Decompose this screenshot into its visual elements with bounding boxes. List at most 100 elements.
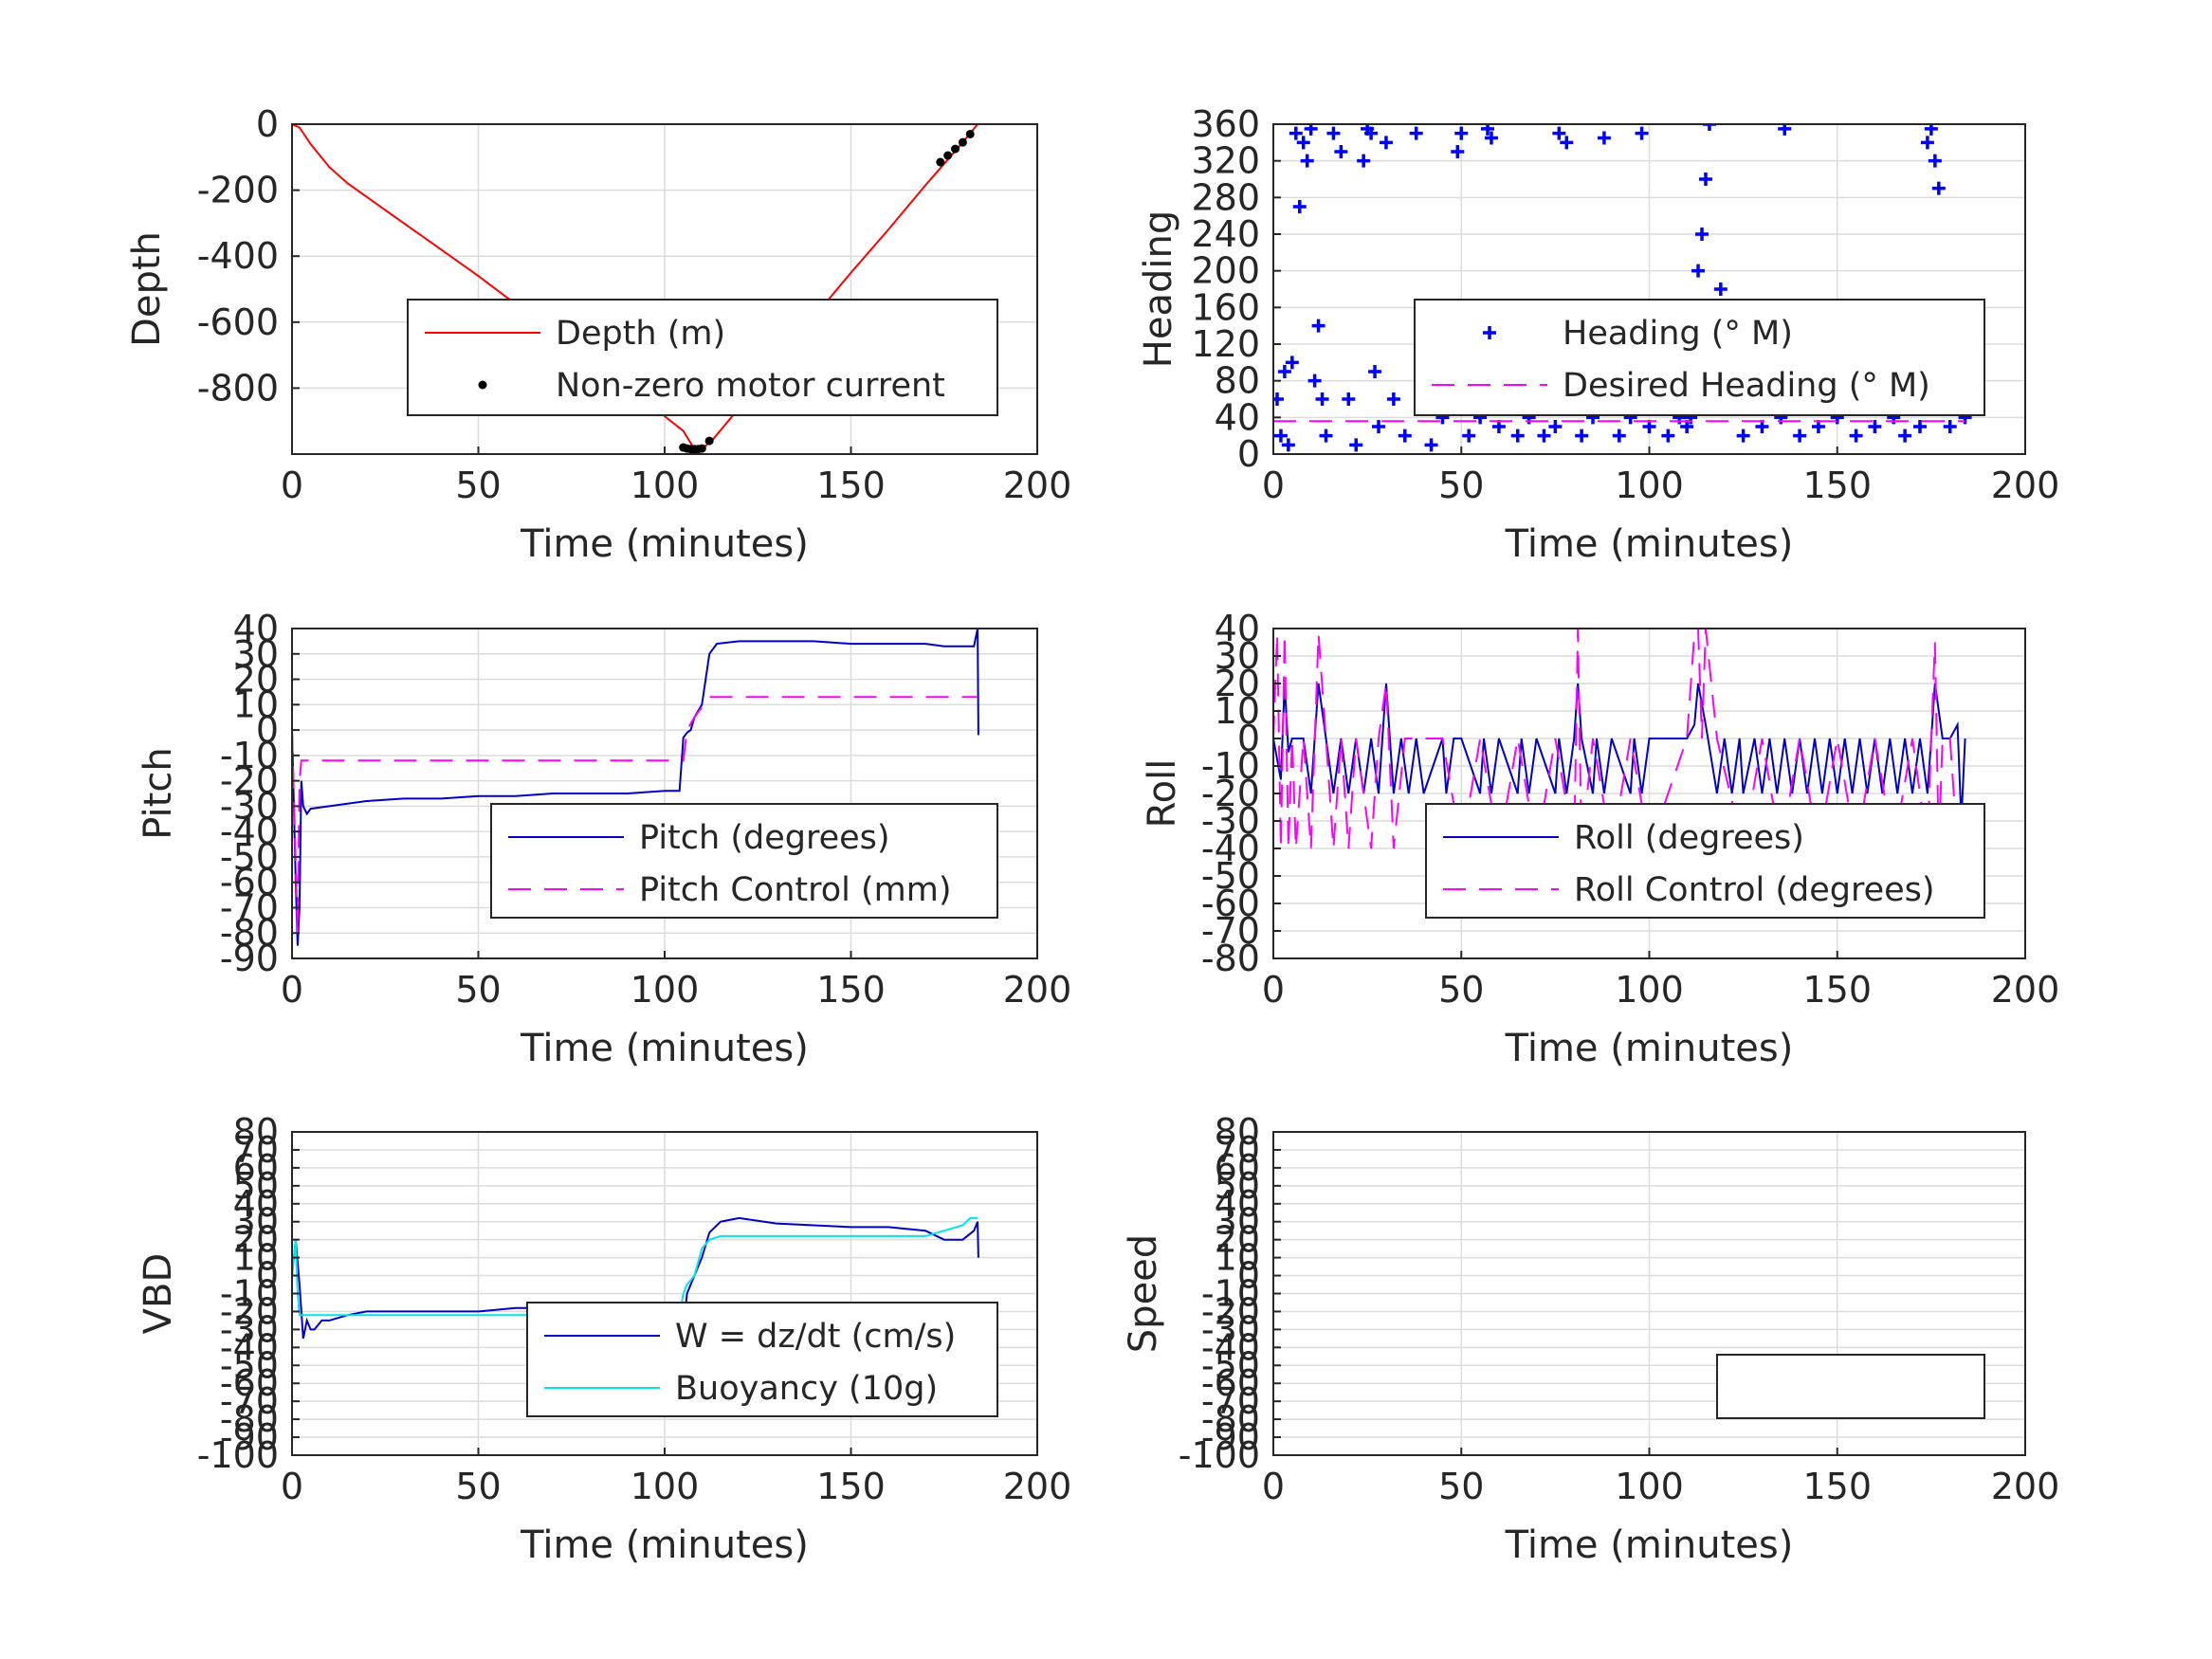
- speed-ytick-label: 0: [1237, 1255, 1260, 1297]
- roll-legend: Roll (degrees) Roll Control (degrees): [1425, 803, 1985, 919]
- heading-subplot: 0 50 100 150 20004080120160200240280320360Ti…: [1137, 103, 2059, 566]
- heading-series-0-point: [1898, 428, 1912, 443]
- heading-xtick-label: 150: [1802, 465, 1872, 506]
- roll-legend-box: [1425, 803, 1985, 919]
- speed-xtick-label: 100: [1615, 1466, 1684, 1507]
- heading-series-0-point: [1454, 126, 1469, 140]
- depth-legend-swatch: [478, 380, 487, 390]
- pitch-xtick-label: 200: [1003, 969, 1072, 1011]
- roll-legend-label: Roll Control (degrees): [1574, 871, 1935, 909]
- heading-series-0-point: [1386, 392, 1400, 406]
- pitch-ytick-label: -90: [220, 938, 279, 979]
- heading-ytick-label: 40: [1215, 396, 1260, 438]
- heading-series-0-point: [1552, 126, 1566, 140]
- depth-ytick-label: -600: [197, 301, 279, 343]
- vbd-legend-box: [526, 1302, 998, 1417]
- vbd-ytick-label: -60: [220, 1362, 279, 1404]
- roll-ylabel: Roll: [1141, 759, 1184, 829]
- depth-ytick-label: -200: [197, 170, 279, 211]
- heading-series-0-point: [1661, 428, 1675, 443]
- heading-series-0-point: [1451, 145, 1465, 158]
- pitch-ytick-label: -60: [220, 862, 279, 903]
- heading-ytick-label: 0: [1237, 433, 1260, 475]
- heading-ytick-label: 80: [1215, 360, 1260, 402]
- heading-series-0-point: [1342, 392, 1356, 406]
- vbd-ylabel: VBD: [137, 1253, 180, 1335]
- heading-series-0-point: [1612, 428, 1626, 443]
- pitch-subplot: 0 50 100 150 200-90-80-70-60-50-40-30-20-100…: [137, 608, 1071, 1070]
- pitch-ytick-label: -10: [220, 735, 279, 776]
- heading-series-0-point: [1537, 428, 1551, 443]
- speed-subplot: 0 50 100 150 200-100-90-80-70-60-50-40-30-20…: [1122, 1111, 2059, 1567]
- heading-series-0-point: [1484, 131, 1498, 145]
- heading-series-0-point: [1702, 124, 1716, 131]
- pitch-ytick-label: -40: [220, 811, 279, 852]
- vbd-legend-label: W = dz/dt (cm/s): [675, 1318, 956, 1356]
- vbd-ytick-label: 20: [233, 1219, 279, 1261]
- vbd-subplot: 0 50 100 150 200-100-90-80-70-60-50-40-30-20…: [137, 1111, 1071, 1567]
- depth-ytick-label: -800: [197, 367, 279, 409]
- heading-series-0-point: [1695, 228, 1709, 241]
- depth-ytick-label: -400: [197, 235, 279, 277]
- heading-series-0-point: [1319, 428, 1333, 443]
- heading-ytick-label: 240: [1191, 213, 1260, 255]
- heading-series-0-point: [1364, 126, 1379, 140]
- vbd-ytick-label: 60: [233, 1147, 279, 1189]
- vbd-ytick-label: 50: [233, 1165, 279, 1207]
- heading-series-0-point: [1372, 420, 1386, 433]
- pitch-ytick-label: 0: [256, 709, 279, 751]
- roll-ytick-label: 10: [1215, 690, 1260, 732]
- depth-legend-label: Depth (m): [556, 315, 725, 353]
- vbd-ytick-label: -70: [220, 1380, 279, 1422]
- heading-series-0-point: [1281, 438, 1295, 452]
- speed-xtick-label: 0: [1262, 1466, 1285, 1507]
- heading-xtick-label: 200: [1991, 465, 2060, 506]
- pitch-ytick-label: -50: [220, 836, 279, 878]
- speed-xtick-label: 200: [1991, 1466, 2060, 1507]
- vbd-ytick-label: -90: [220, 1416, 279, 1458]
- heading-legend-swatch: [1483, 326, 1496, 339]
- depth-xtick-label: 0: [281, 465, 303, 506]
- speed-ytick-label: -40: [1201, 1326, 1260, 1368]
- heading-ytick-label: 360: [1191, 103, 1260, 145]
- heading-series-0-point: [1277, 365, 1291, 378]
- heading-series-0-point: [1349, 438, 1363, 452]
- speed-ytick-label: -60: [1201, 1362, 1260, 1404]
- heading-series-0-point: [1334, 145, 1348, 158]
- heading-series-0-point: [1698, 173, 1712, 186]
- speed-ytick-label: 80: [1215, 1111, 1260, 1153]
- speed-ylabel: Speed: [1122, 1234, 1165, 1353]
- pitch-ytick-label: -70: [220, 886, 279, 928]
- speed-ytick-label: 70: [1215, 1129, 1260, 1171]
- depth-xtick-label: 100: [631, 465, 700, 506]
- heading-series-0-point: [1307, 374, 1322, 388]
- heading-series-0-point: [1491, 420, 1506, 433]
- depth-series-1-point: [958, 137, 967, 147]
- heading-series-0-point: [1920, 136, 1934, 150]
- speed-ytick-label: -20: [1201, 1290, 1260, 1332]
- heading-ytick-label: 160: [1191, 286, 1260, 328]
- roll-xtick-label: 0: [1262, 969, 1285, 1011]
- heading-legend-box: [1414, 299, 1985, 416]
- pitch-legend-label: Pitch (degrees): [639, 819, 890, 857]
- depth-series-1-point: [943, 151, 953, 160]
- heading-series-0-point: [1424, 438, 1438, 452]
- speed-ytick-label: -90: [1201, 1416, 1260, 1458]
- roll-ytick-label: 40: [1215, 608, 1260, 649]
- vbd-ytick-label: -80: [220, 1398, 279, 1440]
- heading-ytick-label: 120: [1191, 323, 1260, 365]
- pitch-legend: Pitch (degrees) Pitch Control (mm): [490, 803, 998, 919]
- roll-ytick-label: 20: [1215, 663, 1260, 704]
- heading-series-0-point: [1680, 420, 1694, 433]
- speed-ytick-label: 40: [1215, 1183, 1260, 1225]
- heading-xtick-label: 100: [1615, 465, 1684, 506]
- speed-ytick-label: -100: [1179, 1434, 1260, 1476]
- heading-legend: Heading (° M) Desired Heading (° M): [1414, 299, 1985, 416]
- pitch-ytick-label: 20: [233, 659, 279, 701]
- depth-ylabel: Depth: [125, 231, 169, 347]
- heading-series-0-point: [1931, 181, 1946, 195]
- vbd-xtick-label: 150: [816, 1466, 886, 1507]
- heading-series-0-point: [1575, 428, 1589, 443]
- vbd-xlabel: Time (minutes): [520, 1523, 809, 1567]
- depth-series-1-point: [697, 444, 706, 453]
